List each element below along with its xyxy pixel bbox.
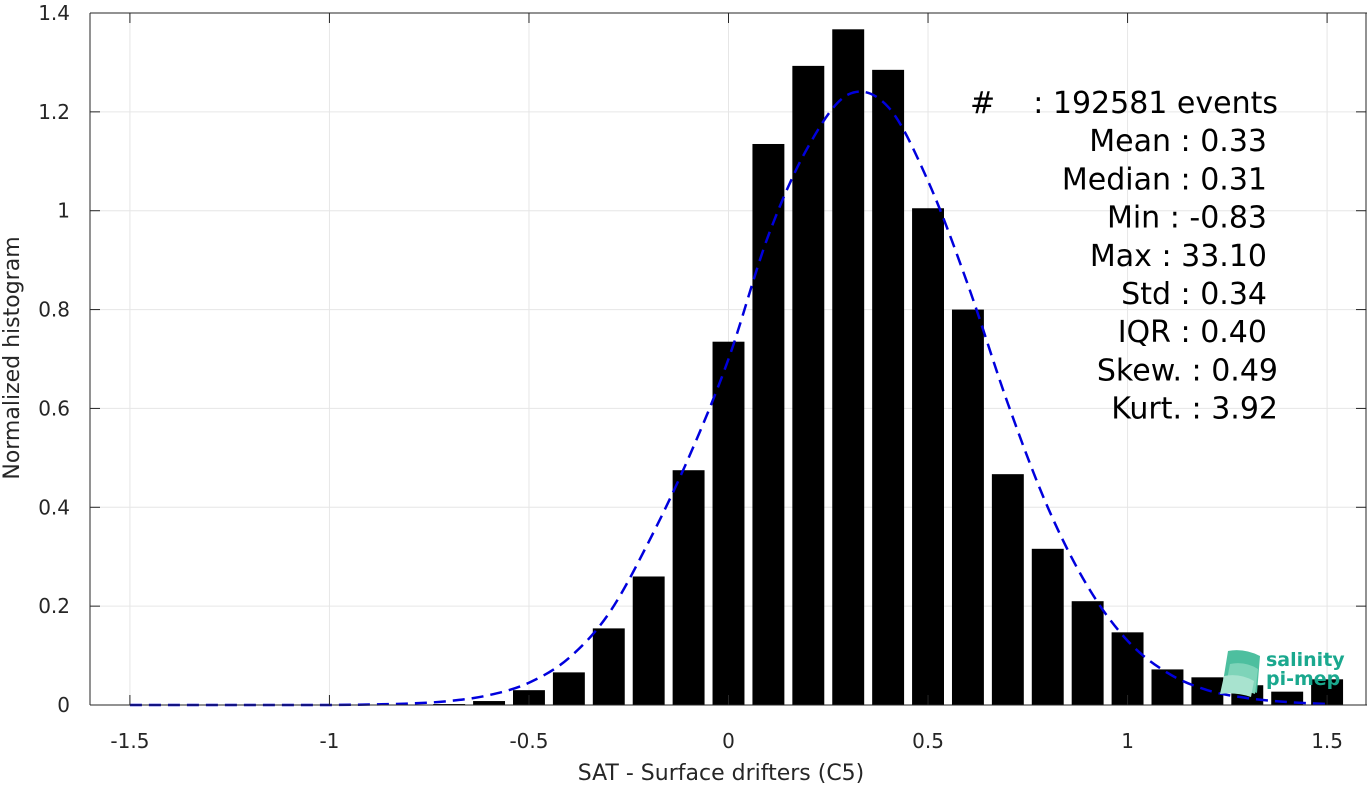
histogram-bar [991,474,1024,705]
logo-text-salinity: salinity [1266,649,1345,671]
x-tick-label: 1 [1121,729,1134,753]
stat-label: # [970,86,995,121]
histogram-bar [951,309,984,705]
histogram-bar [552,672,585,705]
histogram-bar [632,576,665,705]
salinity-pi-mep-logo: salinity pi-mep [1220,649,1345,697]
x-axis-label: SAT - Surface drifters (C5) [578,761,865,785]
logo-wave-icon [1220,650,1260,697]
y-tick-label: 0 [57,693,70,717]
stat-line: Mean : 0.33 [1089,124,1267,159]
axes [89,12,1367,706]
x-tick-label: -1.5 [110,729,149,753]
histogram-bar [792,65,825,706]
histogram-bar [1031,548,1064,705]
histogram-bar [912,208,944,705]
histogram-bar [592,628,625,705]
histogram-bars [433,29,1344,706]
histogram-bar [752,143,785,705]
histogram-bar [712,341,745,705]
stat-value: : 192581 events [1033,86,1278,121]
histogram-bar [1111,632,1144,705]
stat-line: IQR : 0.40 [1118,315,1267,350]
histogram-bar [832,29,865,706]
x-tick-labels: -1.5 -1 -0.5 0 0.5 1 1.5 [110,729,1343,753]
logo-text-pi-mep: pi-mep [1266,668,1340,690]
y-tick-label: 1.4 [38,1,70,25]
y-tick-label: 0.2 [38,594,70,618]
histogram-bar [473,701,506,705]
histogram-bar [1151,669,1184,705]
stat-line: Max : 33.10 [1090,239,1267,274]
x-tick-label: 0.5 [912,729,944,753]
histogram-bar [872,69,905,706]
y-tick-label: 1 [57,199,70,223]
stat-line: Min : -0.83 [1107,201,1267,236]
stat-line: Skew. : 0.49 [1097,353,1278,388]
x-tick-label: -1 [319,729,339,753]
x-tick-label: -0.5 [509,729,548,753]
stat-line: Std : 0.34 [1121,277,1267,312]
y-tick-label: 0.6 [38,396,70,420]
y-tick-label: 0.4 [38,495,70,519]
histogram-bar [1071,601,1104,705]
y-tick-labels: 0 0.2 0.4 0.6 0.8 1 1.2 1.4 [38,1,70,717]
y-tick-label: 1.2 [38,100,70,124]
stat-line: Kurt. : 3.92 [1111,392,1278,427]
y-tick-label: 0.8 [38,298,70,322]
stat-line: Median : 0.31 [1062,162,1267,197]
x-tick-label: 0 [722,729,735,753]
y-axis-label: Normalized histogram [0,236,25,479]
x-tick-label: 1.5 [1311,729,1343,753]
histogram-bar [672,470,705,705]
